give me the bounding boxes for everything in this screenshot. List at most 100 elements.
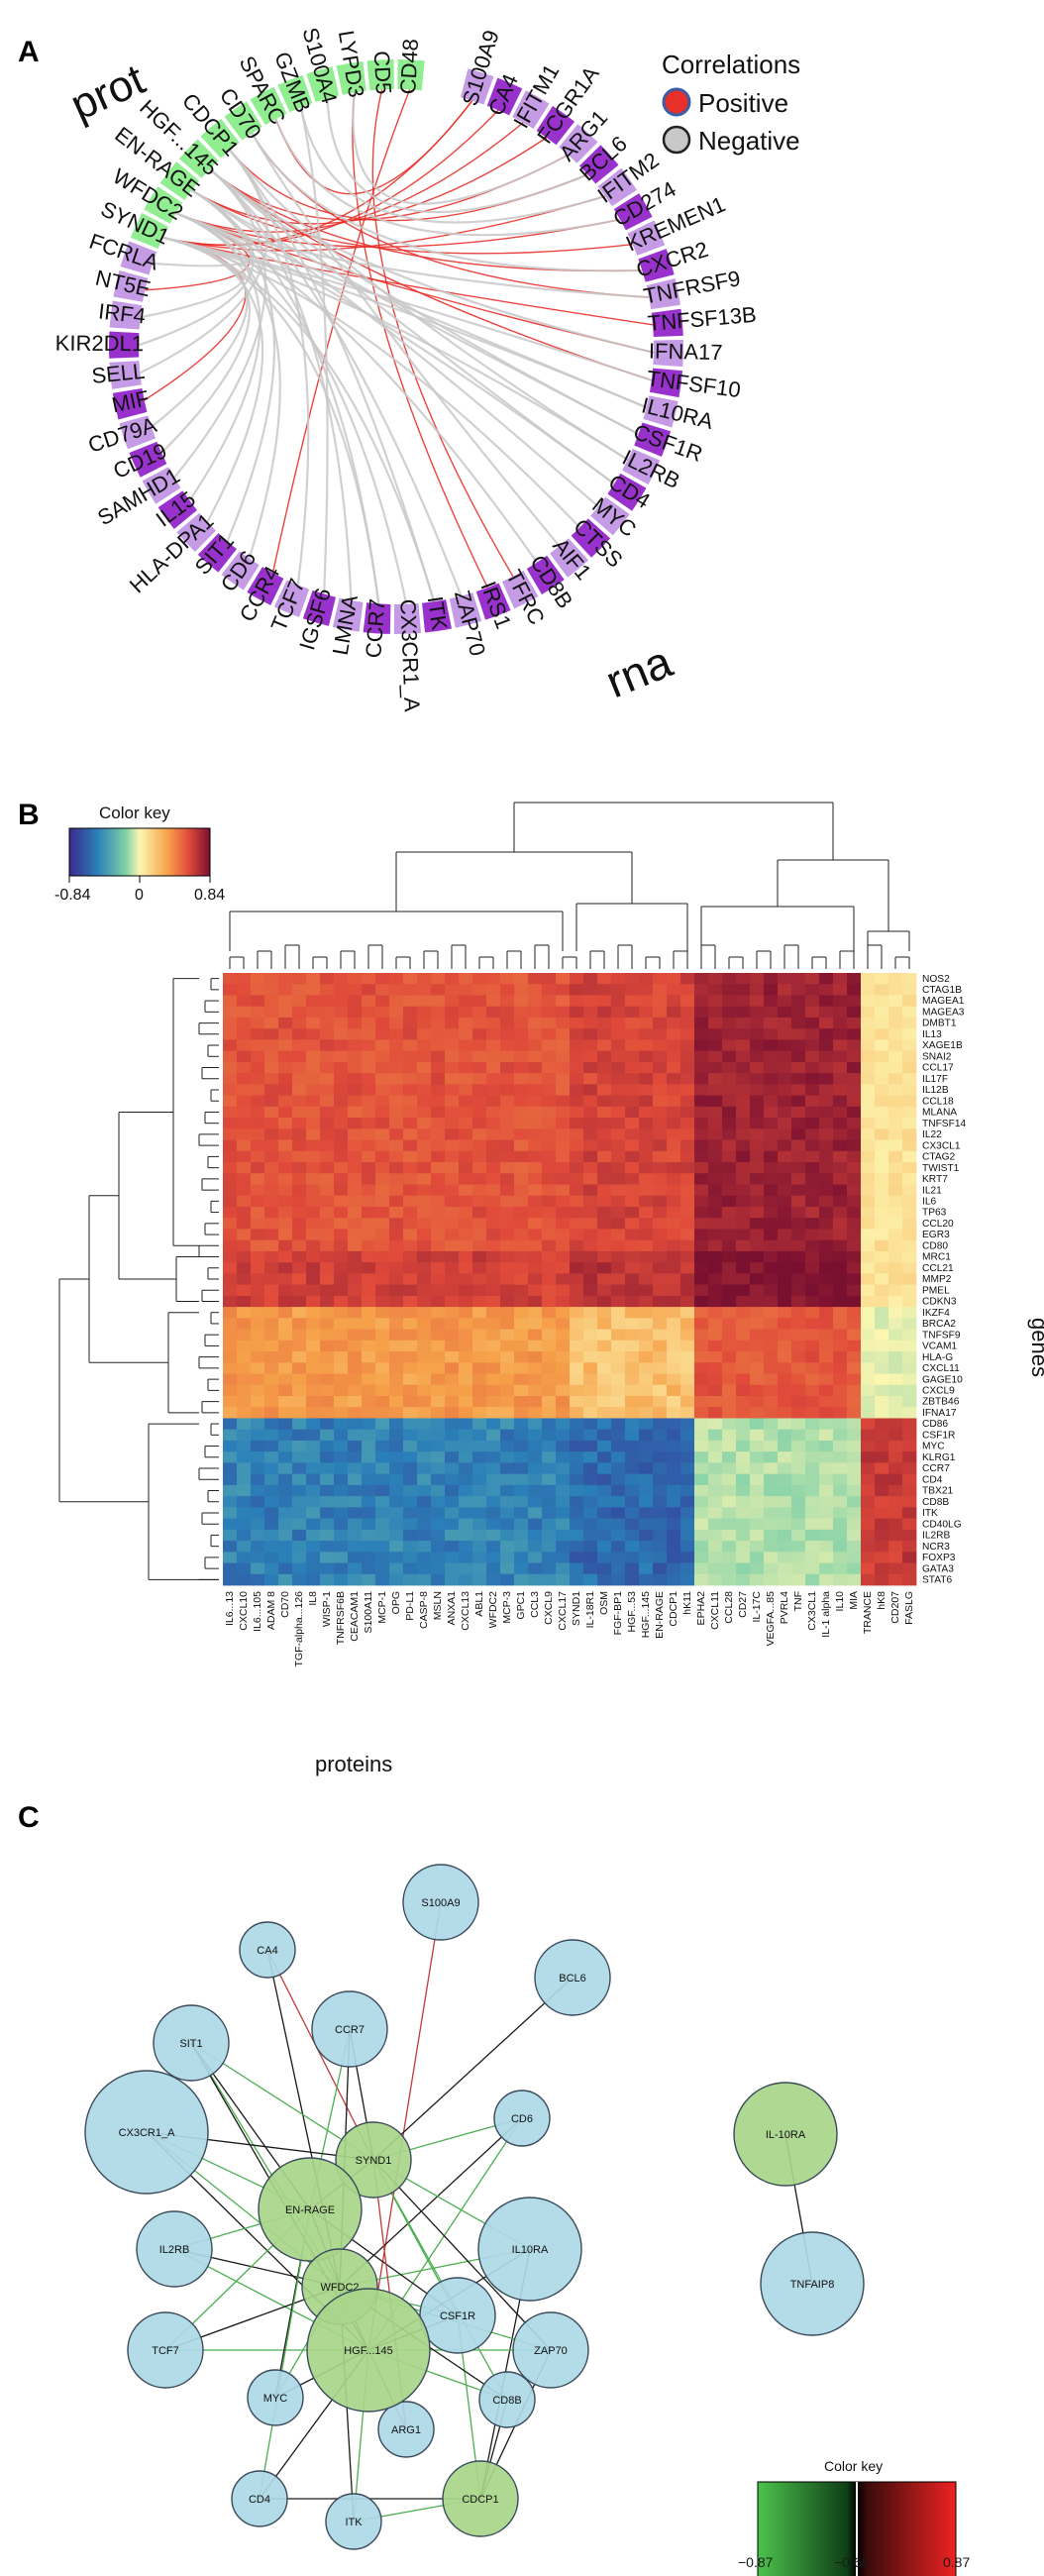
node-il-10ra[interactable]: IL-10RA [733, 2082, 838, 2187]
node-cdcp1[interactable]: CDCP1 [442, 2460, 519, 2537]
node-ca4[interactable]: CA4 [239, 1921, 296, 1979]
node-itk[interactable]: ITK [325, 2493, 382, 2550]
node-circle-il2rb[interactable] [136, 2210, 213, 2288]
heatmap-cell [320, 1162, 335, 1174]
heatmap-cell [556, 1006, 571, 1019]
heatmap-cell [750, 1206, 765, 1219]
node-circle-hgf-145[interactable] [306, 2288, 431, 2413]
node-sit1[interactable]: SIT1 [153, 2004, 230, 2082]
heatmap-cell [847, 1373, 862, 1386]
heatmap-cell [791, 1507, 806, 1519]
node-circle-tnfaip8[interactable] [760, 2231, 865, 2336]
heatmap-cell [819, 1573, 834, 1586]
node-circle-cd8b[interactable] [478, 2371, 536, 2428]
heatmap-cell [500, 1118, 515, 1129]
heatmap-cell [348, 1507, 363, 1519]
heatmap-cell [667, 1262, 681, 1274]
node-circle-cx3cr1-a[interactable] [84, 2070, 209, 2195]
heatmap-cell [888, 1507, 903, 1519]
chord-link-negative [173, 167, 267, 479]
node-s100a9[interactable]: S100A9 [402, 1864, 479, 1941]
node-cd4[interactable]: CD4 [231, 2470, 288, 2527]
node-circle-itk[interactable] [325, 2493, 382, 2550]
heatmap-cell [514, 1073, 529, 1085]
node-cd6[interactable]: CD6 [493, 2090, 551, 2147]
node-circle-il10ra[interactable] [477, 2197, 582, 2302]
node-circle-zap70[interactable] [512, 2311, 589, 2389]
heatmap-cell [833, 1295, 848, 1308]
node-circle-cd6[interactable] [493, 2090, 551, 2147]
node-circle-cdcp1[interactable] [442, 2460, 519, 2537]
node-circle-myc[interactable] [247, 2369, 304, 2426]
node-circle-ca4[interactable] [239, 1921, 296, 1979]
heatmap-cell [653, 1184, 668, 1197]
heatmap-cell [722, 1073, 737, 1085]
row-label-mlana: MLANA [922, 1108, 957, 1119]
node-cd8b[interactable]: CD8B [478, 2371, 536, 2428]
node-tcf7[interactable]: TCF7 [127, 2311, 204, 2389]
heatmap-cell [611, 1028, 626, 1040]
heatmap-cell [334, 1273, 349, 1286]
node-circle-cd4[interactable] [231, 2470, 288, 2527]
heatmap-cell [653, 1351, 668, 1363]
heatmap-cell [486, 1073, 501, 1085]
heatmap-cell [459, 1162, 473, 1174]
node-en-rage[interactable]: EN-RAGE [258, 2157, 363, 2262]
heatmap-cell [625, 1440, 640, 1452]
heatmap-cell [875, 1262, 889, 1274]
heatmap-cell [625, 1195, 640, 1208]
heatmap-cell [514, 1418, 529, 1431]
heatmap-cell [320, 1362, 335, 1374]
heatmap-cell [583, 1362, 598, 1374]
node-cx3cr1-a[interactable]: CX3CR1_A [84, 2070, 209, 2195]
heatmap-cell [875, 1496, 889, 1508]
node-bcl6[interactable]: BCL6 [534, 1939, 611, 2016]
heatmap-cell [445, 1073, 460, 1085]
heatmap-cell [639, 1440, 654, 1452]
heatmap-cell [791, 1418, 806, 1431]
heatmap-cell [292, 1362, 307, 1374]
chord-link-negative [151, 236, 249, 428]
heatmap-cell [417, 1451, 432, 1463]
node-zap70[interactable]: ZAP70 [512, 2311, 589, 2389]
node-circle-synd1[interactable] [335, 2121, 412, 2199]
sector-myc [590, 496, 630, 536]
heatmap-cell [694, 1484, 709, 1497]
heatmap-cell [847, 1218, 862, 1230]
node-arg1[interactable]: ARG1 [377, 2401, 435, 2458]
node-circle-arg1[interactable] [377, 2401, 435, 2458]
node-il10ra[interactable]: IL10RA [477, 2197, 582, 2302]
heatmap-cell [417, 1362, 432, 1374]
node-hgf-145[interactable]: HGF...145 [306, 2288, 431, 2413]
heatmap-cell [805, 1429, 820, 1442]
heatmap-cell [292, 1473, 307, 1486]
node-circle-en-rage[interactable] [258, 2157, 363, 2262]
heatmap-cell [528, 1017, 543, 1029]
node-circle-sit1[interactable] [153, 2004, 230, 2082]
node-circle-ccr7[interactable] [311, 1990, 388, 2068]
heatmap-cell [375, 1173, 390, 1185]
heatmap-cell [431, 1118, 446, 1129]
heatmap-cell [334, 1340, 349, 1352]
node-circle-bcl6[interactable] [534, 1939, 611, 2016]
heatmap-cell [403, 1307, 418, 1319]
node-circle-tcf7[interactable] [127, 2311, 204, 2389]
heatmap-cell [264, 1518, 279, 1531]
node-ccr7[interactable]: CCR7 [311, 1990, 388, 2068]
heatmap-cell [570, 1250, 584, 1263]
node-myc[interactable]: MYC [247, 2369, 304, 2426]
node-circle-il-10ra[interactable] [733, 2082, 838, 2187]
heatmap-cell [223, 1351, 238, 1363]
heatmap-cell [583, 1507, 598, 1519]
heatmap-cell [888, 995, 903, 1008]
node-il2rb[interactable]: IL2RB [136, 2210, 213, 2288]
heatmap-cell [597, 1229, 612, 1241]
node-csf1r[interactable]: CSF1R [419, 2277, 496, 2354]
node-circle-s100a9[interactable] [402, 1864, 479, 1941]
heatmap-cell [445, 1173, 460, 1185]
node-tnfaip8[interactable]: TNFAIP8 [760, 2231, 865, 2336]
node-synd1[interactable]: SYND1 [335, 2121, 412, 2199]
heatmap-cell [264, 1507, 279, 1519]
heatmap-cell [708, 1150, 723, 1163]
heatmap-cell [292, 1518, 307, 1531]
